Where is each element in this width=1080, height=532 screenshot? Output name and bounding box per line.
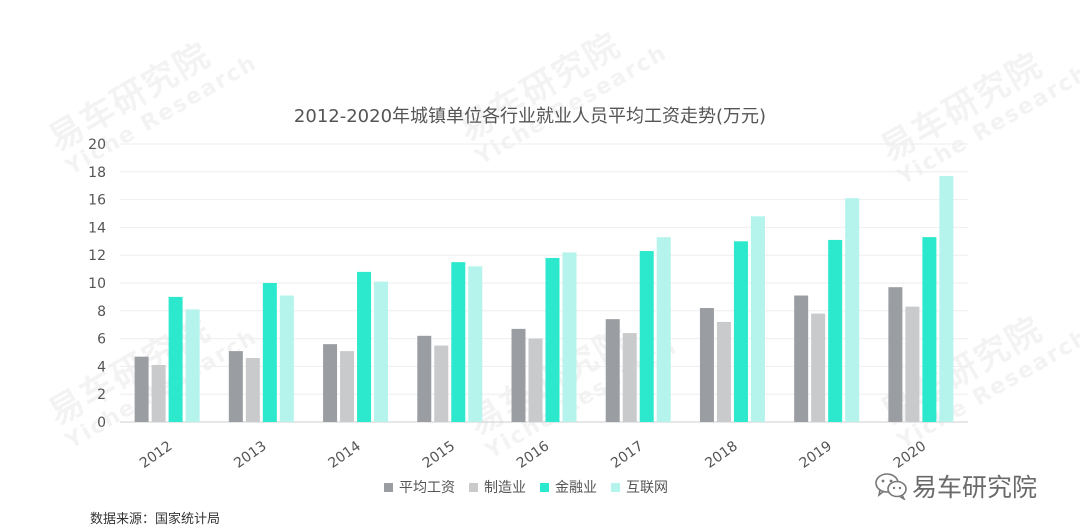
legend-swatch — [384, 482, 393, 492]
legend-label: 制造业 — [484, 480, 526, 496]
bar — [451, 262, 466, 422]
x-tick-label: 2018 — [702, 438, 740, 470]
bar — [699, 308, 714, 422]
bar — [185, 309, 200, 422]
bar — [340, 351, 355, 422]
legend-item: 互联网 — [611, 477, 668, 497]
bar — [228, 351, 243, 422]
y-tick-label: 18 — [88, 165, 106, 181]
x-tick-label: 2020 — [891, 438, 929, 470]
bar — [939, 175, 954, 422]
bar-chart: 2012-2020年城镇单位各行业就业人员平均工资走势(万元) 0 2 4 6 8 10 12… — [88, 106, 968, 470]
bar — [845, 198, 860, 422]
bar — [245, 358, 260, 422]
bar — [794, 295, 809, 422]
chart-legend: 平均工资 制造业 金融业 互联网 — [384, 477, 668, 497]
chart-title: 2012-2020年城镇单位各行业就业人员平均工资走势(万元) — [294, 106, 766, 127]
y-tick-label: 8 — [97, 304, 106, 320]
bar — [733, 241, 748, 422]
legend-item: 平均工资 — [384, 477, 455, 497]
x-tick-label: 2017 — [608, 438, 646, 470]
bar — [134, 356, 149, 422]
y-tick-label: 14 — [88, 220, 106, 236]
bar — [622, 333, 637, 422]
bar — [528, 338, 543, 422]
legend-label: 互联网 — [626, 480, 668, 496]
brand-mark: 易车研究院 — [874, 468, 1037, 504]
legend-item: 制造业 — [469, 477, 526, 497]
data-source: 数据来源：国家统计局 — [90, 512, 221, 527]
x-tick-label: 2012 — [137, 438, 175, 470]
bar — [811, 313, 826, 422]
y-tick-label: 16 — [88, 193, 106, 209]
bar — [922, 237, 937, 422]
x-tick-label: 2013 — [231, 438, 269, 470]
bar — [639, 251, 654, 422]
legend-swatch — [611, 482, 620, 492]
y-tick-label: 0 — [97, 415, 106, 431]
x-tick-label: 2014 — [325, 438, 363, 470]
brand-name: 易车研究院 — [912, 473, 1038, 502]
bar — [656, 237, 671, 422]
x-tick-label: 2016 — [514, 438, 552, 470]
y-tick-label: 6 — [97, 332, 106, 348]
bar — [357, 271, 372, 422]
bar — [279, 295, 294, 422]
bar — [905, 306, 920, 422]
legend-swatch — [540, 482, 549, 492]
wechat-icon — [875, 473, 907, 500]
bar — [562, 252, 577, 422]
bar — [716, 321, 731, 422]
legend-item: 金融业 — [540, 477, 597, 497]
bar — [262, 283, 277, 422]
y-tick-label: 12 — [88, 248, 106, 264]
bar — [417, 335, 432, 422]
legend-swatch — [469, 482, 478, 492]
bar — [545, 257, 560, 422]
legend-label: 金融业 — [555, 480, 597, 496]
bar — [151, 365, 166, 422]
legend-label: 平均工资 — [399, 480, 455, 496]
bar — [434, 345, 449, 422]
bar — [605, 319, 620, 422]
bar — [374, 281, 389, 422]
bar — [888, 287, 903, 422]
x-tick-label: 2019 — [797, 438, 835, 470]
bar — [750, 216, 765, 422]
y-tick-label: 2 — [97, 387, 106, 403]
bar — [168, 296, 183, 422]
y-tick-label: 4 — [97, 359, 106, 375]
bar — [468, 266, 483, 422]
bar — [511, 328, 526, 422]
y-tick-label: 20 — [88, 137, 106, 153]
x-tick-label: 2015 — [420, 438, 458, 470]
y-tick-label: 10 — [88, 276, 106, 292]
bar — [828, 239, 843, 422]
bar — [323, 344, 338, 422]
